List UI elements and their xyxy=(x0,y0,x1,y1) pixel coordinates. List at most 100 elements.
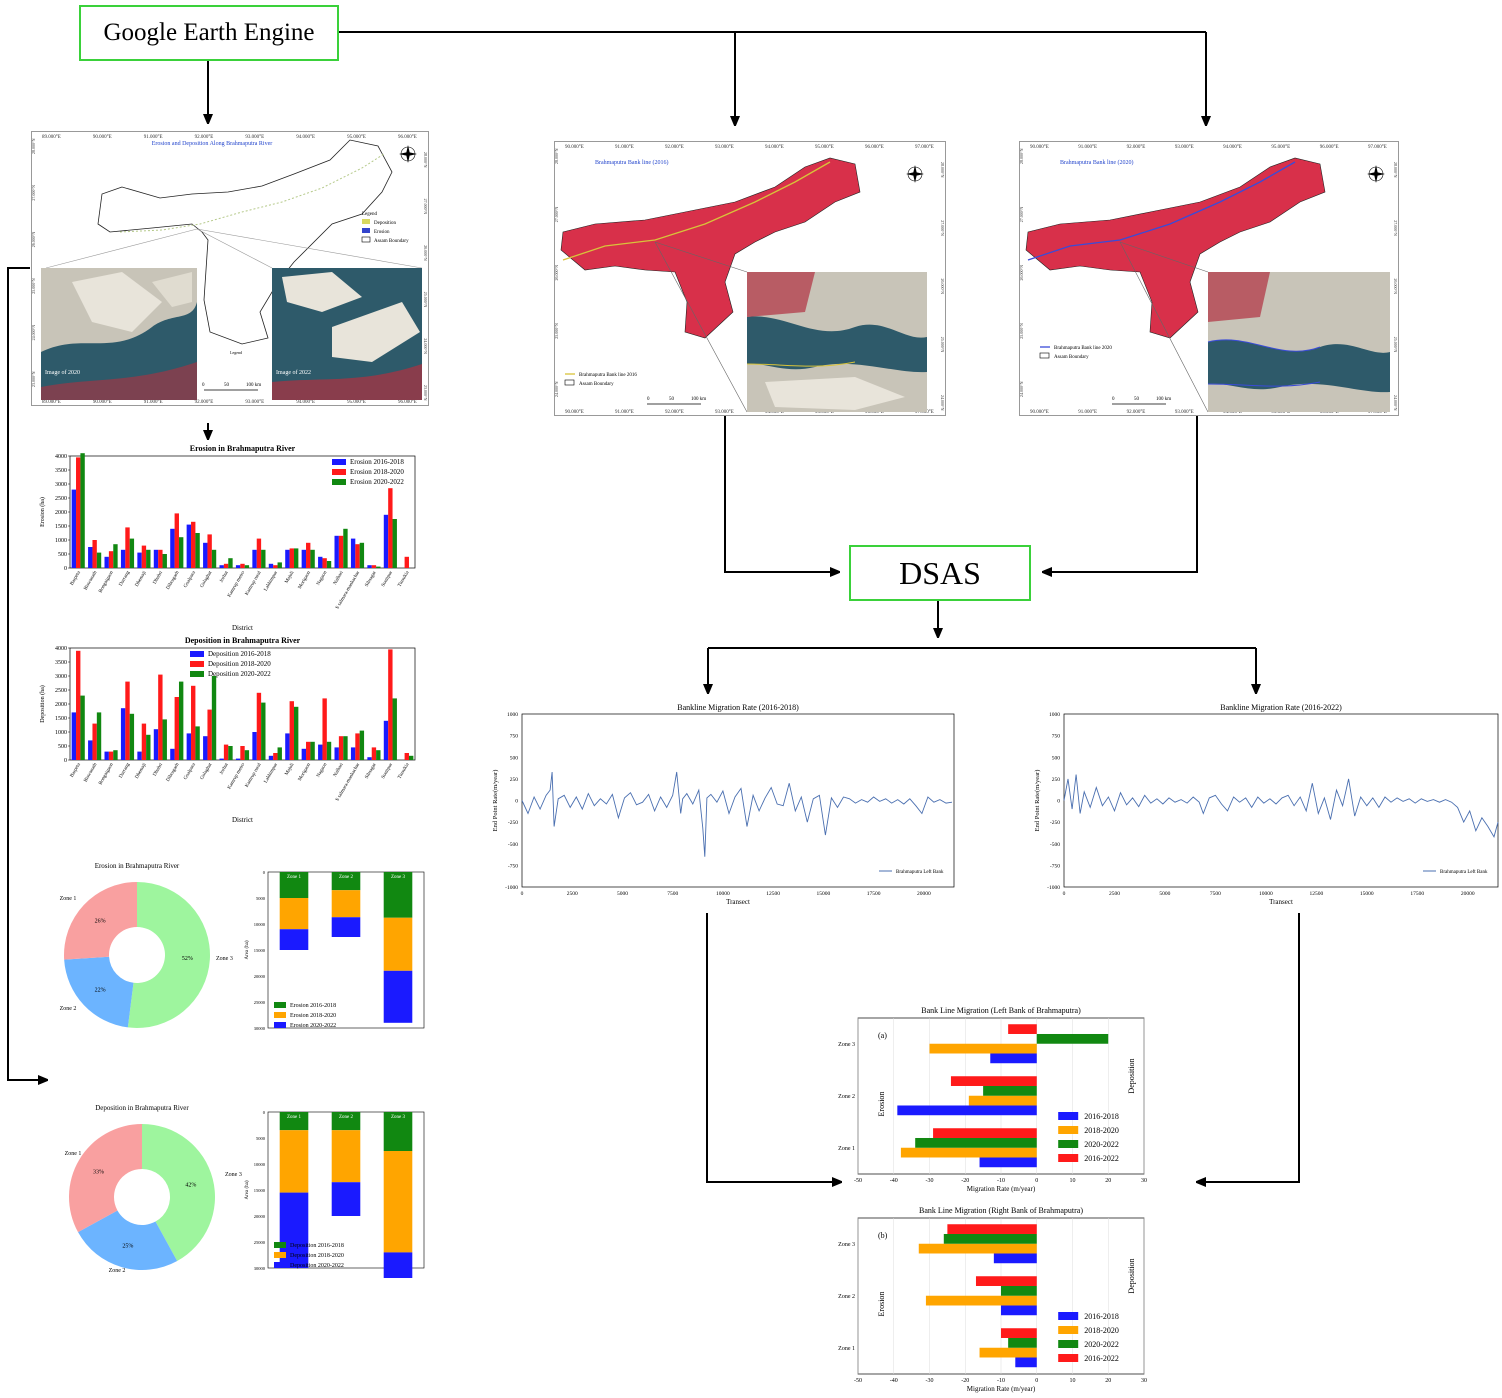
x-tick-label: Nagaon xyxy=(316,570,328,586)
y-axis-label: Area (ha) xyxy=(245,940,250,959)
stack-segment xyxy=(331,917,361,937)
bar xyxy=(170,528,175,568)
lon-tick: 94.000°E xyxy=(1223,410,1242,415)
y-tick-label: 15000 xyxy=(254,948,266,953)
legend-swatch xyxy=(190,661,204,667)
bar xyxy=(289,548,294,568)
x-tick-label: Darrang xyxy=(119,762,132,779)
bar xyxy=(162,554,167,568)
y-tick-label: 1000 xyxy=(507,712,518,718)
bar xyxy=(96,712,102,760)
arrow-bank2020-to-dsas xyxy=(1046,413,1198,572)
chart-title: Bank Line Migration (Right Bank of Brahm… xyxy=(919,1206,1083,1215)
bar xyxy=(285,549,290,568)
x-tick-label: Jorhat xyxy=(219,570,230,584)
bar xyxy=(261,702,266,760)
y-tick-label: 3000 xyxy=(55,674,67,680)
google-earth-engine-label: Google Earth Engine xyxy=(103,19,315,46)
bar xyxy=(80,695,85,760)
bar xyxy=(993,1253,1037,1264)
svg-text:100 km: 100 km xyxy=(1156,397,1171,402)
legend-title: Legend xyxy=(362,212,377,217)
bar xyxy=(162,719,167,760)
bar xyxy=(950,1076,1037,1086)
bar xyxy=(322,698,327,760)
legend-label: 2016-2018 xyxy=(1084,1312,1119,1321)
scale-label: Legend xyxy=(230,350,242,355)
lon-tick: 93.000°E xyxy=(245,135,264,140)
x-tick-label: 7500 xyxy=(1210,891,1221,897)
y-tick-label: 5000 xyxy=(256,1136,266,1141)
bar xyxy=(383,720,389,760)
x-tick-label: Bongaigaon xyxy=(98,570,115,594)
slice-value-label: 25% xyxy=(122,1243,133,1249)
lat-tick: 27.000°N xyxy=(1020,207,1024,223)
legend-swatch-boundary xyxy=(361,236,371,243)
x-tick-label: -40 xyxy=(890,1178,898,1184)
bankline-migration-2016-2018-chart: Bankline Migration Rate (2016-2018) -1000… xyxy=(492,703,955,906)
stack-segment xyxy=(383,917,413,971)
lat-tick: 25.000°N xyxy=(940,337,945,353)
x-tick-label: -30 xyxy=(926,1378,934,1384)
north-arrow-icon xyxy=(906,165,924,183)
bar xyxy=(219,758,224,760)
lon-tick: 95.000°E xyxy=(347,135,366,140)
arrow-gee-to-bank2016 xyxy=(336,31,1206,122)
inset-image-2022: Image of 2022 xyxy=(272,268,422,400)
x-tick-label: Nagaon xyxy=(316,762,328,778)
y-tick-label: 30000 xyxy=(254,1026,266,1031)
bar xyxy=(343,528,348,568)
svg-text:Assam Boundary: Assam Boundary xyxy=(579,382,614,387)
inset-caption-2020: Image of 2020 xyxy=(45,369,80,376)
legend-swatch xyxy=(274,1262,286,1268)
bar xyxy=(289,701,294,760)
lon-tick: 92.000°E xyxy=(1127,145,1146,150)
zone-label: Zone 1 xyxy=(287,1115,302,1120)
lat-tick: 27.000°N xyxy=(1393,220,1398,236)
lon-tick: 91.000°E xyxy=(1078,410,1097,415)
x-tick-label: 20 xyxy=(1105,1178,1111,1184)
lat-tick: 26.000°N xyxy=(32,232,36,248)
svg-text:50: 50 xyxy=(1134,397,1140,402)
pie-slice xyxy=(78,1210,178,1270)
y-tick-label: -750 xyxy=(508,863,518,869)
y-tick-label: -250 xyxy=(1050,820,1060,826)
y-axis-label: Deposition (ha) xyxy=(39,685,46,723)
x-axis-label: District xyxy=(232,816,253,824)
bar xyxy=(350,538,356,568)
lon-tick: 91.000°E xyxy=(615,145,634,150)
legend-label: 2020-2022 xyxy=(1084,1340,1119,1349)
x-tick-label: Nalbari xyxy=(333,762,345,778)
pie-slice xyxy=(64,956,134,1028)
bank2016-canvas: 90.000°E 90.000°E 91.000°E 91.000°E 92.000°E… xyxy=(554,145,945,415)
svg-text:Brahmaputra Bank line 2016: Brahmaputra Bank line 2016 xyxy=(579,373,637,378)
y-axis-label: End Point Rate(m/year) xyxy=(492,770,499,832)
x-tick-label: -20 xyxy=(961,1378,969,1384)
bar xyxy=(273,565,278,568)
y-tick-label: 1000 xyxy=(55,538,67,544)
bar xyxy=(71,712,77,760)
y-tick-label: -250 xyxy=(508,820,518,826)
lon-tick: 91.000°E xyxy=(1078,145,1097,150)
lat-tick: 28.000°N xyxy=(1393,162,1398,178)
bar xyxy=(326,741,332,760)
slice-value-label: 26% xyxy=(95,918,106,924)
lat-tick: 24.000°N xyxy=(1020,381,1024,397)
deposition-side-label: Deposition xyxy=(1127,1258,1136,1293)
lon-tick: 94.000°E xyxy=(296,135,315,140)
panel-label: (a) xyxy=(878,1031,887,1040)
svg-text:100 km: 100 km xyxy=(691,397,706,402)
y-tick-label: 500 xyxy=(1052,755,1061,761)
y-tick-label: 0 xyxy=(64,758,67,764)
bar xyxy=(371,565,377,568)
legend-label: Erosion 2018-2020 xyxy=(350,468,404,476)
legend-label: 2016-2018 xyxy=(1084,1112,1119,1121)
bar xyxy=(129,538,135,568)
lon-tick: 89.000°E xyxy=(42,400,61,405)
scale-bar: 0 50 100 km xyxy=(647,397,706,405)
bar xyxy=(137,552,142,568)
bar xyxy=(359,542,365,568)
river-trace xyxy=(119,153,385,233)
bar xyxy=(120,708,126,760)
slice-value-label: 22% xyxy=(95,988,106,994)
